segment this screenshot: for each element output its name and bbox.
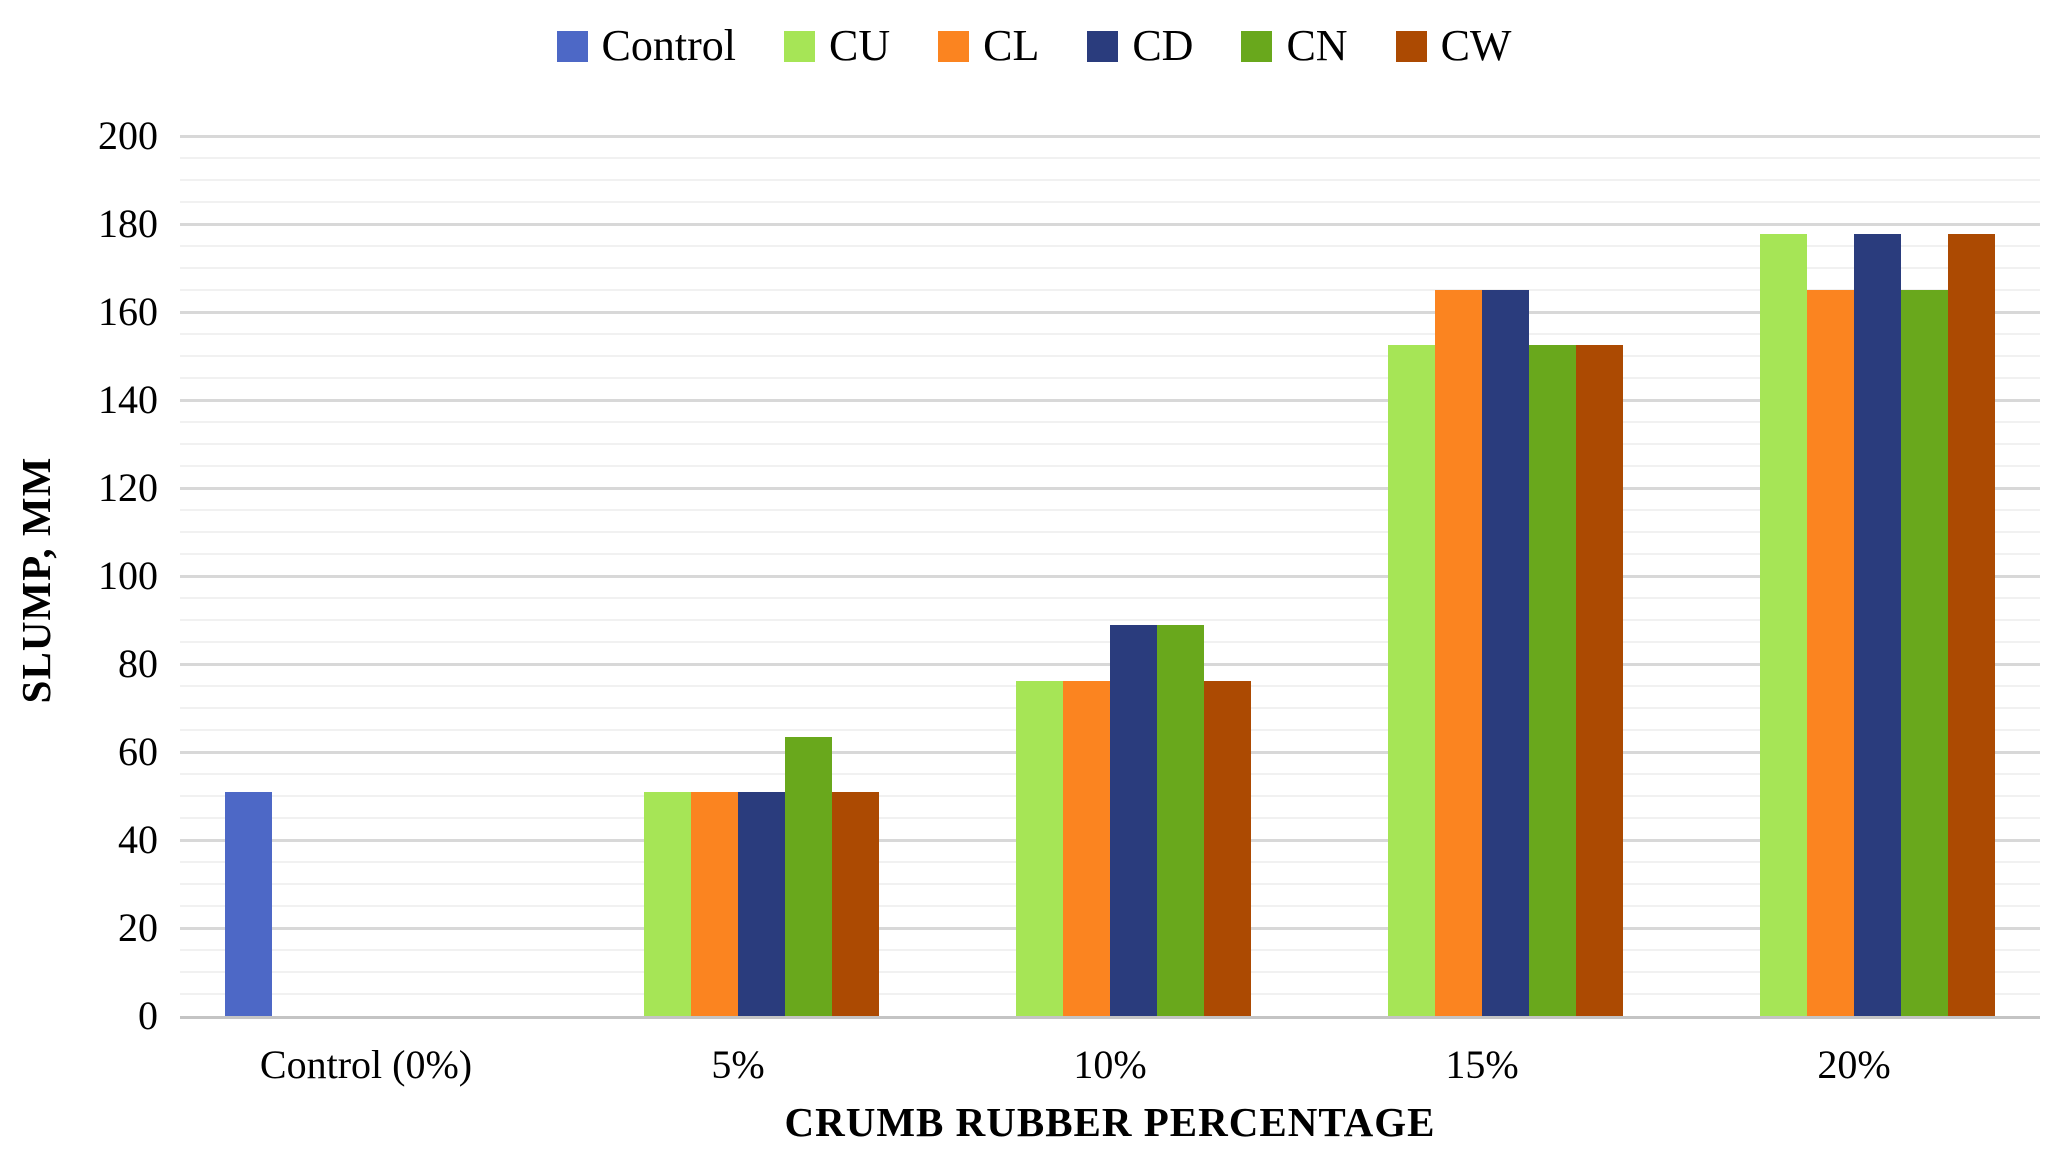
bar-cl-5	[691, 792, 738, 1016]
bar-cu-5	[644, 792, 691, 1016]
bar-cl-10	[1063, 680, 1110, 1016]
bar-cd-15	[1482, 289, 1529, 1016]
bar-cw-15	[1576, 345, 1623, 1016]
legend-label: CD	[1132, 21, 1194, 70]
bar-cd-20	[1854, 233, 1901, 1016]
bar-control-control0	[225, 792, 272, 1016]
bar-cw-20	[1948, 233, 1995, 1016]
bar-cd-5	[738, 792, 785, 1016]
gridline-minor	[180, 201, 2040, 203]
bar-cw-5	[832, 792, 879, 1016]
x-category-label: 5%	[711, 1042, 765, 1087]
bar-cn-5	[785, 736, 832, 1016]
x-axis-title: CRUMB RUBBER PERCENTAGE	[784, 1099, 1436, 1145]
gridline-minor	[180, 509, 2040, 511]
y-tick-label: 200	[98, 113, 158, 158]
bar-cn-10	[1157, 624, 1204, 1016]
gridline-major	[180, 134, 2040, 138]
y-tick-label: 140	[98, 377, 158, 422]
gridline-minor	[180, 443, 2040, 445]
legend-label: CL	[983, 21, 1040, 70]
bar-cd-10	[1110, 624, 1157, 1016]
gridline-major	[180, 574, 2040, 578]
y-tick-label: 120	[98, 465, 158, 510]
legend-item-cu: CU	[783, 21, 891, 70]
gridline-minor	[180, 553, 2040, 555]
legend-item-cd: CD	[1087, 24, 1193, 68]
gridline-minor	[180, 597, 2040, 599]
legend-swatch-icon	[1395, 30, 1427, 62]
x-category-label: 20%	[1817, 1042, 1891, 1087]
legend-swatch-icon	[938, 30, 970, 62]
legend-swatch-icon	[1241, 30, 1273, 62]
bar-cw-10	[1204, 680, 1251, 1016]
y-axis-title: SLUMP, MM	[13, 456, 59, 704]
legend-item-control: Control	[556, 21, 736, 70]
gridline-minor	[180, 179, 2040, 181]
y-tick-label: 160	[98, 289, 158, 334]
legend-item-cl: CL	[938, 24, 1039, 68]
gridline-minor	[180, 333, 2040, 335]
legend-label: CU	[828, 21, 891, 70]
gridline-minor	[180, 245, 2040, 247]
legend-item-cn: CN	[1241, 21, 1348, 70]
y-tick-label: 40	[118, 817, 158, 862]
bar-cn-15	[1529, 345, 1576, 1016]
y-tick-label: 100	[98, 553, 158, 598]
gridline-minor	[180, 465, 2040, 467]
legend-label: CN	[1286, 21, 1348, 70]
legend-swatch-icon	[783, 30, 815, 62]
gridline-major	[180, 310, 2040, 314]
legend-item-cw: CW	[1395, 21, 1512, 70]
x-axis-line	[180, 1016, 2040, 1019]
bar-cu-10	[1016, 680, 1063, 1016]
y-tick-label: 60	[118, 729, 158, 774]
gridline-minor	[180, 157, 2040, 159]
chart-legend: Control CU CL CD CN CW	[0, 24, 2068, 68]
gridline-minor	[180, 619, 2040, 621]
gridline-major	[180, 222, 2040, 226]
legend-label: Control	[601, 21, 736, 70]
plot-area	[180, 134, 2040, 1016]
x-category-label: 15%	[1445, 1042, 1519, 1087]
bar-cu-20	[1760, 233, 1807, 1016]
bar-cu-15	[1388, 345, 1435, 1016]
bar-cn-20	[1901, 289, 1948, 1016]
gridline-major	[180, 486, 2040, 490]
bar-cl-15	[1435, 289, 1482, 1016]
gridline-minor	[180, 531, 2040, 533]
gridline-minor	[180, 355, 2040, 357]
x-category-label: Control (0%)	[259, 1042, 473, 1087]
gridline-minor	[180, 421, 2040, 423]
legend-swatch-icon	[1087, 30, 1119, 62]
bar-cl-20	[1807, 289, 1854, 1016]
gridline-major	[180, 398, 2040, 402]
y-tick-label: 180	[98, 201, 158, 246]
y-tick-label: 80	[118, 641, 158, 686]
y-tick-label: 20	[118, 905, 158, 950]
legend-label: CW	[1440, 21, 1512, 70]
legend-swatch-icon	[556, 30, 588, 62]
gridline-minor	[180, 377, 2040, 379]
gridline-minor	[180, 267, 2040, 269]
y-tick-label: 0	[138, 993, 158, 1038]
x-category-label: 10%	[1073, 1042, 1147, 1087]
gridline-minor	[180, 289, 2040, 291]
